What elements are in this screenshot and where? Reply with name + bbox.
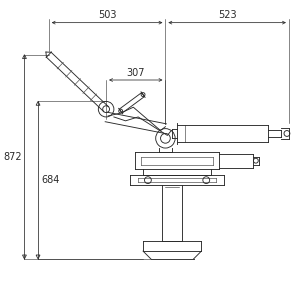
Text: 503: 503 [98,10,116,20]
Text: 523: 523 [218,10,236,20]
Text: 684: 684 [41,175,59,185]
Text: 872: 872 [4,152,22,162]
Text: 307: 307 [127,68,145,78]
